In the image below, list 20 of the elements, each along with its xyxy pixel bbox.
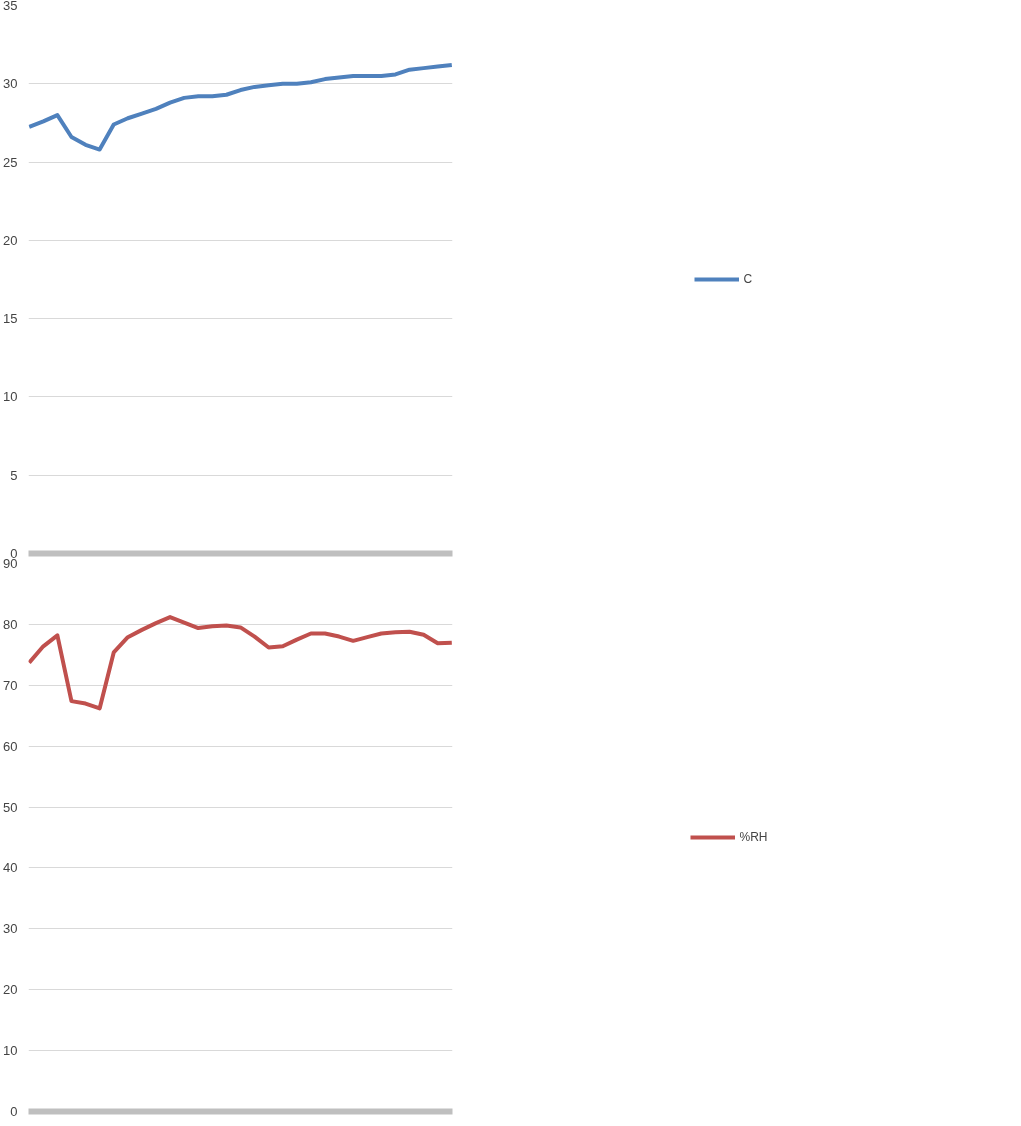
y-tick-label: 50: [3, 799, 18, 815]
y-tick-label: 70: [3, 677, 18, 693]
y-tick-label: 10: [3, 1043, 18, 1059]
y-tick-label: 20: [3, 232, 18, 248]
y-tick-label: 0: [10, 1104, 18, 1119]
line-series: [28, 615, 453, 711]
y-tick-label: 20: [3, 982, 18, 998]
line-series: [28, 63, 453, 152]
y-tick-label: 30: [3, 921, 18, 937]
y-tick-label: 30: [3, 76, 18, 92]
legend-label: C: [743, 272, 754, 286]
y-tick-label: 35: [3, 0, 18, 13]
y-tick-label: 25: [3, 154, 18, 170]
y-tick-label: 80: [3, 616, 18, 632]
y-tick-label: 10: [3, 389, 18, 405]
y-tick-label: 15: [3, 311, 18, 327]
legend-label: %RH: [739, 830, 768, 844]
y-tick-label: 5: [10, 467, 18, 483]
y-tick-label: 40: [3, 860, 18, 876]
y-tick-label: 60: [3, 738, 18, 754]
